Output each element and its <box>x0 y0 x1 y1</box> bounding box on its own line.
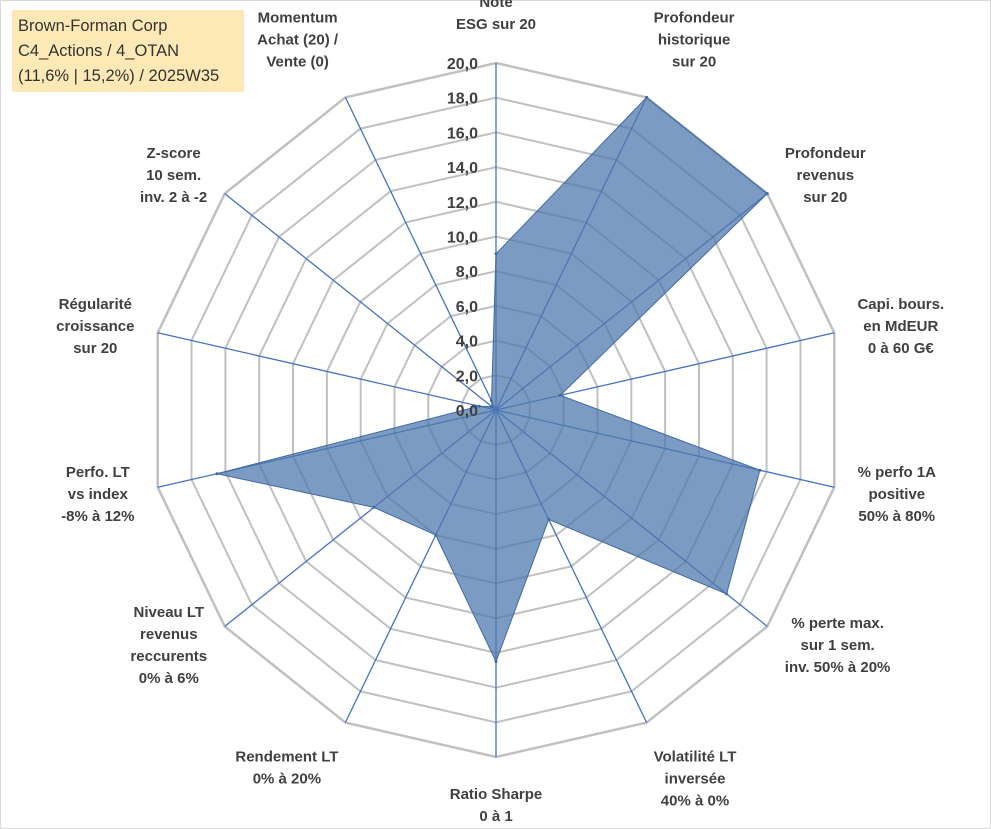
axis-label: % perfo 1A positive 50% à 80% <box>858 464 937 525</box>
tick-label: 2,0 <box>456 368 478 385</box>
radial-tick-labels: 0,0 2,0 4,0 6,0 8,0 10,0 12,0 14,0 16,0 18,0 20,0 <box>447 56 478 420</box>
axis-label-line: Rendement LT <box>235 749 338 766</box>
axis-label-line: Note <box>479 0 512 11</box>
axis-label-line: Z-score <box>147 145 201 162</box>
axis-label: Profondeur revenus sur 20 <box>785 145 866 206</box>
data-point <box>494 252 498 256</box>
axis-label-line: % perte max. <box>791 615 884 632</box>
axis-label: Niveau LT revenus reccurents 0% à 6% <box>130 604 207 687</box>
data-point <box>558 393 562 397</box>
title-company: Brown-Forman Corp <box>18 17 168 35</box>
axis-label-line: Profondeur <box>785 145 866 162</box>
axis-label-line: Vente (0) <box>266 53 329 70</box>
data-point <box>758 468 762 472</box>
data-point <box>215 472 219 476</box>
axis-label-line: ESG sur 20 <box>456 16 536 33</box>
axis-label-line: Régularité <box>59 296 132 313</box>
data-point <box>645 95 649 99</box>
tick-label: 4,0 <box>456 334 478 351</box>
axis-label-line: sur 20 <box>73 340 117 357</box>
axis-label-line: 0% à 6% <box>139 670 199 687</box>
axis-label-line: sur 20 <box>672 53 716 70</box>
axis-label: Profondeur historique sur 20 <box>654 9 735 70</box>
axis-label-line: revenus <box>797 167 855 184</box>
axis-label: Ratio Sharpe 0 à 1 <box>450 786 543 825</box>
axis-label: Perfo. LT vs index -8% à 12% <box>61 464 134 525</box>
axis-labels: Note ESG sur 20 Profondeur historique sur 20… <box>56 0 944 825</box>
data-point <box>547 517 551 521</box>
axis-label-line: 0 à 1 <box>479 808 512 825</box>
axis-label: Momentum Achat (20) / Vente (0) <box>257 9 339 70</box>
data-point <box>765 192 769 196</box>
axis-label-line: Momentum <box>258 9 338 26</box>
axis-spoke <box>224 193 497 411</box>
tick-label: 18,0 <box>447 91 478 108</box>
axis-label-line: Capi. bours. <box>857 296 944 313</box>
axis-label-line: Profondeur <box>654 9 735 26</box>
axis-label-line: vs index <box>68 486 129 503</box>
axis-label-line: Achat (20) / <box>257 31 339 48</box>
data-point <box>490 405 494 409</box>
series-area <box>216 96 769 663</box>
axis-spoke <box>344 97 497 411</box>
axis-label-line: 40% à 0% <box>661 793 729 810</box>
axis-label-line: inversée <box>665 771 726 788</box>
axis-label: Note ESG sur 20 <box>456 0 536 33</box>
axis-label-line: inv. 50% à 20% <box>785 659 891 676</box>
title-stats: (11,6% | 15,2%) / 2025W35 <box>18 67 220 85</box>
tick-label: 0,0 <box>456 403 478 420</box>
data-point <box>494 660 498 664</box>
axis-label-line: inv. 2 à -2 <box>140 189 207 206</box>
data-point <box>372 505 376 509</box>
axis-label-line: Ratio Sharpe <box>450 786 543 803</box>
tick-label: 12,0 <box>447 195 478 212</box>
tick-label: 6,0 <box>456 299 478 316</box>
axis-label-line: 50% à 80% <box>858 508 935 525</box>
axis-label-line: sur 20 <box>803 189 847 206</box>
axis-label-line: revenus <box>140 626 198 643</box>
axis-label-line: 10 sem. <box>146 167 201 184</box>
axis-label: Volatilité LT inversée 40% à 0% <box>654 749 737 810</box>
chart-title-box: Brown-Forman Corp C4_Actions / 4_OTAN (1… <box>12 10 244 92</box>
axis-label-line: reccurents <box>130 648 207 665</box>
axis-label-line: croissance <box>56 318 134 335</box>
tick-label: 10,0 <box>447 230 478 247</box>
data-point <box>434 533 438 537</box>
axis-label-line: sur 1 sem. <box>800 637 874 654</box>
axis-label: % perte max. sur 1 sem. inv. 50% à 20% <box>785 615 891 676</box>
axis-label-line: historique <box>658 31 731 48</box>
data-point <box>490 399 493 403</box>
tick-label: 16,0 <box>447 125 478 142</box>
axis-label-line: positive <box>868 486 925 503</box>
axis-label-line: % perfo 1A <box>858 464 937 481</box>
axis-label-line: Volatilité LT <box>654 749 737 766</box>
data-point <box>725 592 729 596</box>
axis-spoke <box>157 332 497 411</box>
title-category: C4_Actions / 4_OTAN <box>18 42 180 60</box>
data-point <box>477 404 481 408</box>
axis-label-line: Niveau LT <box>134 604 205 621</box>
axis-label: Rendement LT 0% à 20% <box>235 749 338 788</box>
axis-label-line: 0% à 20% <box>253 771 321 788</box>
axis-label-line: en MdEUR <box>863 318 938 335</box>
tick-label: 14,0 <box>447 160 478 177</box>
axis-label: Z-score 10 sem. inv. 2 à -2 <box>140 145 207 206</box>
radar-series <box>215 95 769 664</box>
axis-label: Régularité croissance sur 20 <box>56 296 134 357</box>
axis-label-line: Perfo. LT <box>66 464 130 481</box>
tick-label: 20,0 <box>447 56 478 73</box>
axis-label-line: -8% à 12% <box>61 508 134 525</box>
axis-label-line: 0 à 60 G€ <box>868 340 935 357</box>
axis-label: Capi. bours. en MdEUR 0 à 60 G€ <box>857 296 944 357</box>
tick-label: 8,0 <box>456 264 478 281</box>
